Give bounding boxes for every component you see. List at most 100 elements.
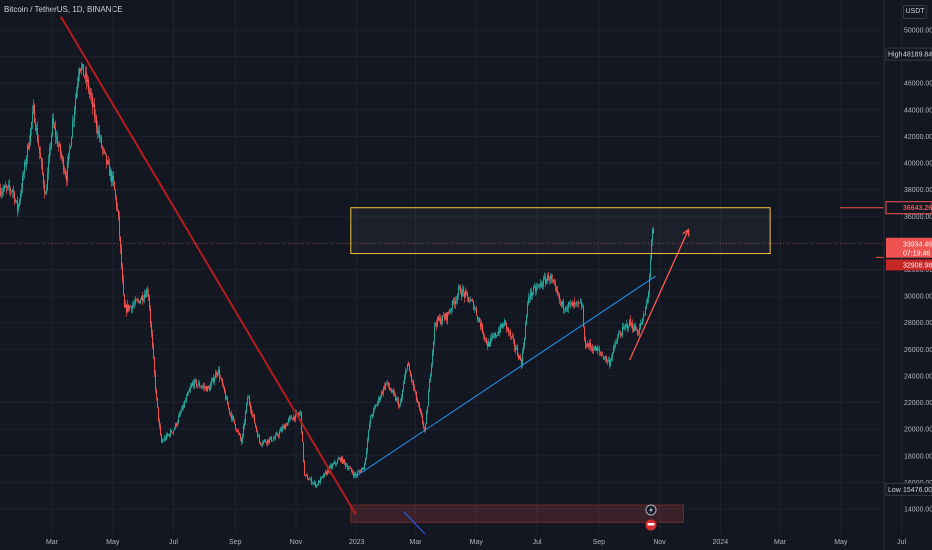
x-tick-label: Sep <box>593 539 606 546</box>
candle-body <box>487 343 488 347</box>
candle-body <box>19 200 20 205</box>
y-tick-label: 18000.00 <box>904 453 932 460</box>
candle-body <box>333 463 334 465</box>
candle-body <box>371 415 372 417</box>
y-tick-label: 28000.00 <box>904 320 932 327</box>
candle-body <box>551 275 552 280</box>
candle-body <box>62 157 63 159</box>
candle-body <box>185 400 186 402</box>
candle-body <box>300 411 301 414</box>
resistance-zone <box>350 207 771 255</box>
candle-body <box>623 326 624 328</box>
price-axis[interactable]: 14000.0016000.0018000.0020000.0022000.00… <box>883 0 932 550</box>
candle-body <box>53 118 54 126</box>
candle-body <box>198 383 199 385</box>
candle-body <box>416 392 417 400</box>
candle-body <box>513 337 514 340</box>
candle-body <box>404 377 405 384</box>
candle-body <box>358 471 359 473</box>
candle-body <box>316 484 317 487</box>
candle-body <box>647 298 648 304</box>
candle-body <box>653 229 654 234</box>
candle-body <box>164 437 165 441</box>
bottom-box-line <box>403 511 426 535</box>
candle-body <box>444 316 445 319</box>
candle-body <box>570 303 571 305</box>
candle-body <box>593 349 594 351</box>
candle-body <box>443 315 444 317</box>
candle-body <box>432 351 433 365</box>
candle-body <box>401 397 402 403</box>
candle-body <box>427 406 428 413</box>
candle-body <box>517 348 518 356</box>
candle-body <box>278 435 279 437</box>
currency-button[interactable]: USDT <box>903 5 927 19</box>
x-tick-label: 2023 <box>349 539 365 546</box>
candle-body <box>436 323 437 326</box>
zone-top-tag-value: 36643.26 <box>903 205 932 212</box>
candle-body <box>415 390 416 393</box>
candle-body <box>196 380 197 387</box>
countdown-value: 07:19:46 <box>903 250 930 257</box>
candle-body <box>377 402 378 406</box>
candle-body <box>94 104 95 118</box>
candle-body <box>170 430 171 436</box>
candle-body <box>564 308 565 310</box>
candle-body <box>48 160 49 174</box>
candle-body <box>60 144 61 155</box>
candle-body <box>309 479 310 481</box>
candle-body <box>418 402 419 405</box>
candle-body <box>569 302 570 304</box>
candle-body <box>539 284 540 286</box>
candle-body <box>509 331 510 333</box>
candle-body <box>459 286 460 289</box>
candle-body <box>407 363 408 370</box>
candle-body <box>116 196 117 208</box>
candle-body <box>21 189 22 195</box>
candle-body <box>474 308 475 310</box>
candle-body <box>558 294 559 296</box>
candle-body <box>454 302 455 305</box>
candle-body <box>590 342 591 347</box>
candle-body <box>233 416 234 420</box>
candle-body <box>176 423 177 426</box>
candle-body <box>478 318 479 320</box>
candle-body <box>394 392 395 395</box>
candle-body <box>111 171 112 182</box>
grid <box>0 0 903 534</box>
low-tag-border <box>885 482 932 496</box>
candle-body <box>598 349 599 351</box>
candle-body <box>225 392 226 400</box>
y-tick-label: 26000.00 <box>904 347 932 354</box>
candle-body <box>421 412 422 417</box>
candle-body <box>203 386 204 387</box>
candle-body <box>13 190 14 193</box>
time-axis[interactable]: Mar May Jul Sep Nov 2023 Mar May Jul Sep Nov 2024 Ma… <box>46 539 907 546</box>
candle-body <box>633 328 634 332</box>
candle-body <box>101 137 102 147</box>
candle-body <box>223 384 224 387</box>
candle-body <box>199 383 200 387</box>
y-tick-label: 38000.00 <box>904 187 932 194</box>
candle-body <box>163 440 164 442</box>
candle-body <box>646 303 647 308</box>
candle-body <box>144 294 145 300</box>
candle-body <box>118 209 119 217</box>
candle-body <box>289 417 290 420</box>
candle-body <box>261 444 262 446</box>
candle-body <box>161 435 162 442</box>
candle-body <box>541 283 542 287</box>
candle-body <box>529 297 530 299</box>
candle-body <box>103 149 104 151</box>
candle-body <box>451 309 452 311</box>
candle-body <box>292 418 293 421</box>
candle-body <box>288 419 289 423</box>
candle-body <box>370 415 371 425</box>
candle-body <box>320 478 321 483</box>
y-tick-label: 32000.00 <box>904 267 932 274</box>
candle-body <box>15 200 16 202</box>
candle-body <box>69 148 70 153</box>
candle-body <box>587 343 588 347</box>
candle-body <box>96 116 97 128</box>
